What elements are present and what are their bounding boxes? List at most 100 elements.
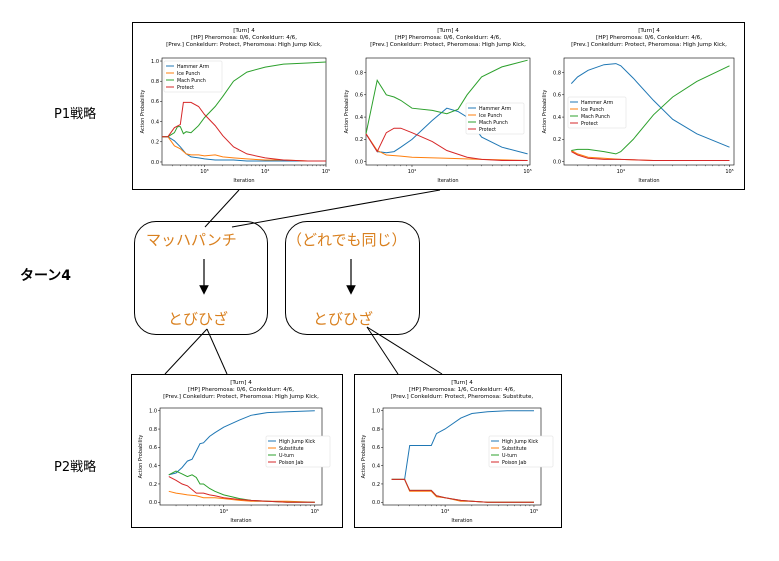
plot-frame: [161, 57, 327, 166]
y-tick-label: 0.2: [151, 140, 159, 146]
y-tick-label: 0.6: [151, 99, 159, 105]
series-line-hammer-arm: [365, 107, 528, 155]
y-tick-label: 0.6: [355, 93, 363, 99]
legend-label: Poison Jab: [279, 460, 303, 466]
series-line-ice-punch: [365, 133, 528, 161]
y-tick-label: 0.0: [553, 159, 561, 165]
chart-title-line: [HP] Pheromosa: 0/6, Conkeldurr: 4/6,: [188, 387, 294, 393]
y-axis-label: Action Probability: [140, 90, 146, 134]
y-axis-label: Action Probability: [542, 90, 548, 134]
chart-title-line: [Turn] 4: [437, 28, 459, 34]
y-tick-label: 0.2: [553, 137, 561, 143]
p2-move-hjk-right: とびひざ: [313, 310, 374, 328]
chart-title-line: [HP] Pheromosa: 0/6, Conkeldurr: 4/6,: [191, 35, 297, 41]
legend-label: Mach Punch: [581, 114, 610, 120]
x-axis-label: Iteration: [233, 178, 254, 184]
y-tick-label: 1.0: [151, 59, 159, 65]
legend-label: Protect: [581, 121, 598, 127]
series-line-protect: [571, 151, 730, 161]
y-tick-label: 0.0: [372, 500, 380, 506]
series-line-poison-jab: [391, 478, 534, 503]
chart-p2-right: [Turn] 4[HP] Pheromosa: 1/6, Conkeldurr:…: [361, 380, 554, 524]
y-tick-label: 0.2: [355, 137, 363, 143]
legend-label: High Jump Kick: [502, 439, 538, 445]
legend-label: Poison Jab: [502, 460, 526, 466]
x-tick-label: 10⁵: [322, 169, 330, 175]
chart-title-line: [Prev.] Conkeldurr: Protect, Pheromosa: …: [163, 394, 319, 400]
callout-line: [164, 328, 208, 375]
y-tick-label: 0.4: [149, 463, 157, 469]
y-tick-label: 1.0: [372, 409, 380, 415]
series-line-hammer-arm: [162, 136, 326, 162]
legend-label: Protect: [479, 127, 496, 133]
p1-move-mach-punch: マッハパンチ: [146, 231, 237, 249]
chart-title-line: [Turn] 4: [451, 380, 473, 386]
p1-move-any: （どれでも同じ）: [287, 231, 407, 249]
y-axis-label: Action Probability: [344, 90, 350, 134]
legend-label: U-turn: [502, 453, 517, 459]
legend-label: Ice Punch: [177, 71, 200, 77]
y-tick-label: 0.6: [149, 445, 157, 451]
p2-move-hjk-left: とびひざ: [168, 310, 229, 328]
legend-label: Hammer Arm: [479, 106, 512, 112]
x-axis-label: Iteration: [451, 518, 472, 524]
x-axis-label: Iteration: [638, 178, 659, 184]
y-tick-label: 0.4: [372, 463, 380, 469]
series-line-substitute: [168, 490, 315, 503]
y-tick-label: 0.6: [553, 93, 561, 99]
chart-title-line: [Prev.] Conkeldurr: Protect, Pheromosa: …: [166, 42, 322, 48]
legend-box: [265, 435, 331, 468]
y-axis-label: Action Probability: [361, 435, 367, 479]
chart-p1-middle: [Turn] 4[HP] Pheromosa: 0/6, Conkeldurr:…: [344, 28, 532, 184]
series-line-protect: [162, 101, 326, 162]
chart-p1-mach-punch-left: [Turn] 4[HP] Pheromosa: 0/6, Conkeldurr:…: [140, 28, 330, 184]
legend-box: [163, 60, 223, 93]
plot-frame: [563, 57, 735, 166]
p1-node-any: [285, 221, 420, 335]
series-line-hammer-arm: [570, 63, 730, 148]
callout-line: [206, 328, 228, 375]
p1-panel: [132, 22, 745, 190]
series-line-ice-punch: [162, 136, 326, 162]
y-tick-label: 0.8: [151, 79, 159, 85]
y-tick-label: 0.8: [355, 70, 363, 76]
y-tick-label: 0.6: [372, 445, 380, 451]
x-axis-label: Iteration: [437, 178, 458, 184]
y-tick-label: 0.4: [151, 119, 159, 125]
y-tick-label: 0.8: [149, 427, 157, 433]
chart-title-line: [HP] Pheromosa: 0/6, Conkeldurr: 4/6,: [395, 35, 501, 41]
p1-strategy-label: P1戦略: [54, 107, 97, 122]
series-line-protect: [365, 127, 528, 161]
chart-title-line: [Turn] 4: [230, 380, 252, 386]
series-line-high-jump-kick: [168, 410, 315, 476]
callout-line: [231, 189, 441, 228]
x-tick-label: 10⁴: [441, 509, 449, 515]
legend-label: U-turn: [279, 453, 294, 459]
x-axis-label: Iteration: [230, 518, 251, 524]
series-line-poison-jab: [168, 476, 315, 503]
legend-label: Protect: [177, 85, 194, 91]
y-tick-label: 0.4: [553, 115, 561, 121]
y-tick-label: 0.2: [149, 482, 157, 488]
x-tick-label: 10⁵: [725, 169, 733, 175]
x-tick-label: 10⁴: [408, 169, 416, 175]
y-tick-label: 0.8: [372, 427, 380, 433]
legend-label: Hammer Arm: [177, 64, 210, 70]
x-tick-label: 10⁵: [530, 509, 538, 515]
callout-line: [204, 189, 240, 228]
legend-label: High Jump Kick: [279, 439, 315, 445]
chart-p2-left: [Turn] 4[HP] Pheromosa: 0/6, Conkeldurr:…: [138, 380, 331, 524]
y-tick-label: 0.0: [355, 159, 363, 165]
x-tick-label: 10⁵: [311, 509, 319, 515]
series-line-mach-punch: [162, 61, 327, 138]
y-tick-label: 0.8: [553, 70, 561, 76]
x-tick-label: 10³: [200, 169, 208, 175]
series-line-mach-punch: [365, 59, 528, 134]
chart-title-line: [Turn] 4: [233, 28, 255, 34]
x-tick-label: 10⁵: [523, 169, 531, 175]
y-tick-label: 0.0: [149, 500, 157, 506]
series-line-u-turn: [168, 470, 315, 503]
series-line-high-jump-kick: [391, 410, 534, 480]
legend-box: [488, 435, 554, 468]
